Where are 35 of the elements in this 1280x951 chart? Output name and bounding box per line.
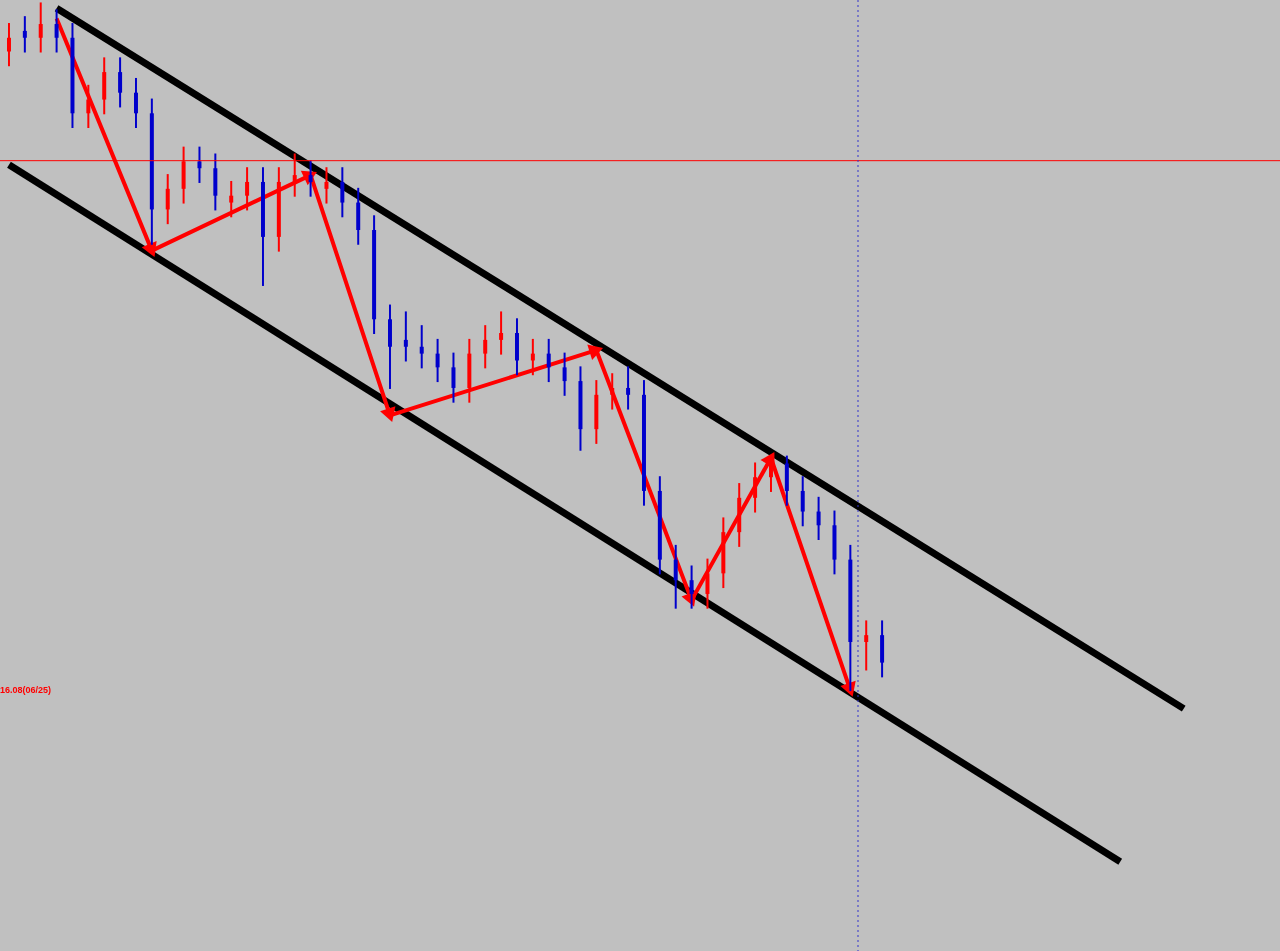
candlestick — [673, 544, 678, 609]
candlestick — [499, 311, 504, 355]
candlestick — [118, 57, 123, 108]
point — [380, 406, 396, 423]
candlestick — [705, 558, 710, 609]
candlestick — [133, 77, 138, 129]
candlestick — [403, 311, 408, 362]
candlestick — [245, 167, 250, 211]
candlestick — [435, 338, 440, 383]
candlestick — [626, 366, 631, 410]
candlestick — [340, 167, 345, 218]
candlestick — [6, 23, 11, 67]
candlestick — [689, 565, 694, 609]
point — [587, 344, 604, 360]
candlestick — [38, 2, 43, 53]
candlestick — [229, 180, 234, 218]
candlestick — [308, 160, 313, 197]
candlestick — [562, 352, 567, 396]
candlestick — [816, 496, 821, 541]
candlestick — [419, 325, 424, 369]
candlestick — [324, 167, 329, 204]
candlestick — [197, 146, 202, 183]
candlestick — [546, 338, 551, 383]
candlestick — [165, 174, 170, 225]
candlestick — [22, 16, 27, 53]
annotation: 16.08(06/25) — [0, 685, 52, 696]
candlestick — [86, 84, 91, 129]
candlestick — [483, 325, 488, 369]
candlestick — [610, 373, 615, 410]
candlestick — [737, 483, 742, 547]
candlestick — [451, 352, 456, 403]
candlestick — [864, 620, 869, 671]
candlestick — [800, 476, 805, 527]
candlestick — [753, 462, 758, 513]
candlestick — [54, 9, 59, 53]
